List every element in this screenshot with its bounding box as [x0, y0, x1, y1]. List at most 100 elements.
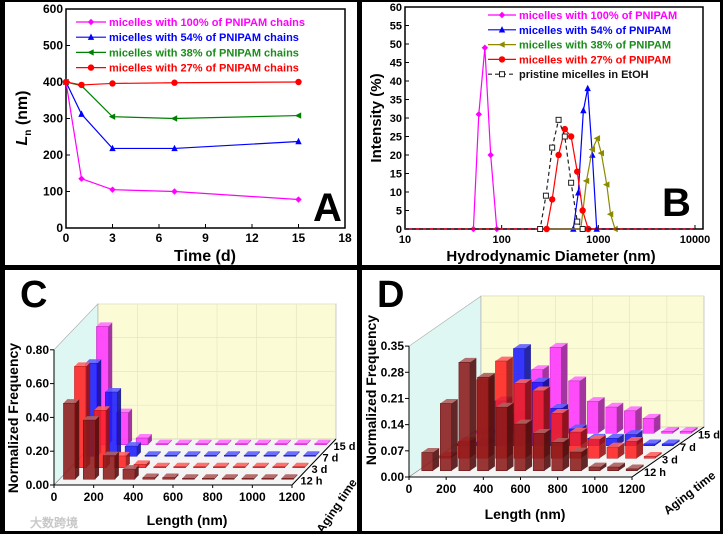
bar-top [164, 451, 181, 456]
bar-front [625, 468, 638, 472]
bar-top [202, 474, 219, 479]
bar [274, 439, 291, 445]
row-label: 3 d [662, 454, 678, 466]
bar-side [293, 474, 298, 480]
bar-side [75, 399, 80, 480]
bar-top [551, 408, 569, 414]
bar-side [176, 451, 181, 457]
y-axis-title: Ln (nm) [14, 91, 34, 146]
bar [175, 439, 192, 445]
bar-top [532, 377, 550, 383]
bar-top [204, 451, 221, 456]
panel-label: C [20, 274, 47, 316]
legend-marker [87, 49, 94, 56]
bar-side [148, 433, 152, 445]
bar [421, 448, 440, 472]
bar-top [514, 379, 532, 384]
bar-side [137, 442, 141, 457]
bar-top [182, 474, 199, 479]
y-tick-label: 45 [390, 58, 402, 70]
y-tick-label: 20 [390, 150, 402, 162]
bar [254, 439, 271, 445]
x-tick-label: 0 [406, 482, 413, 496]
x-tick-label: 10 [399, 234, 411, 246]
bar-side [234, 474, 238, 480]
data-point [549, 144, 556, 151]
legend-marker [498, 26, 506, 33]
bar-top [568, 376, 587, 381]
bar [643, 452, 662, 459]
bar-top [588, 435, 606, 440]
bar-side [451, 399, 458, 471]
row-label: 12 h [301, 475, 323, 487]
bar-front [625, 441, 637, 459]
bar [314, 439, 331, 445]
x-tick-label: 200 [436, 482, 456, 496]
series-line [405, 117, 695, 230]
bar-top [255, 439, 271, 444]
bar-front [495, 406, 508, 472]
bar-front [215, 443, 228, 445]
bar-side [267, 439, 271, 445]
bar [193, 462, 210, 468]
data-point [597, 149, 604, 157]
bar-side [562, 437, 570, 471]
bar-side [117, 388, 122, 457]
bar-top [173, 462, 190, 467]
bar-side [581, 447, 588, 471]
bar-top [235, 439, 252, 444]
bar [221, 474, 238, 480]
data-point [561, 125, 569, 133]
y-tick-label: 50 [390, 39, 402, 51]
bar-top [213, 462, 230, 467]
bar [551, 437, 570, 471]
bar-top [193, 462, 210, 467]
bar-top [661, 427, 679, 432]
bar-top [588, 462, 607, 468]
bar-side [600, 462, 607, 471]
bar-front [661, 443, 674, 447]
bar-side [691, 427, 698, 434]
bar [514, 419, 533, 471]
legend-marker [498, 41, 505, 48]
bar [679, 427, 698, 434]
data-point [108, 113, 116, 120]
bar-front [477, 377, 489, 471]
bar-side [599, 435, 606, 459]
bar [642, 413, 661, 434]
bar-top [477, 372, 495, 378]
bar [532, 428, 551, 472]
bar-side [579, 376, 587, 434]
bar-front [241, 478, 255, 480]
bar-top [624, 406, 642, 411]
bar-top [644, 452, 662, 457]
x-axis-title: Time (d) [174, 248, 236, 265]
bar-top [222, 474, 238, 479]
bar-front [204, 455, 217, 457]
bar [63, 399, 80, 480]
bar [243, 451, 260, 457]
bar-side [488, 372, 495, 471]
bar-top [195, 439, 212, 444]
data-point [109, 144, 116, 152]
bar [102, 451, 119, 480]
data-point [555, 151, 562, 159]
bar-front [588, 466, 601, 472]
bar-side [95, 416, 100, 480]
bar-side [672, 427, 679, 434]
legend-label: micelles with 27% of PNIPAM [519, 54, 671, 66]
bar [625, 464, 644, 472]
legend-label: micelles with 100% of PNIPAM chains [109, 17, 305, 29]
y-tick-label: 60 [390, 2, 402, 14]
bar-side [207, 439, 212, 445]
series-line [405, 136, 695, 230]
z-axis [631, 426, 705, 478]
data-point [475, 111, 482, 118]
data-point [582, 177, 590, 185]
bar-side [637, 464, 644, 471]
bar-front [643, 443, 655, 447]
legend-label: micelles with 54% of PNIPAM chains [109, 32, 299, 44]
bar-front [155, 443, 169, 445]
row-label: 3 d [312, 464, 328, 476]
